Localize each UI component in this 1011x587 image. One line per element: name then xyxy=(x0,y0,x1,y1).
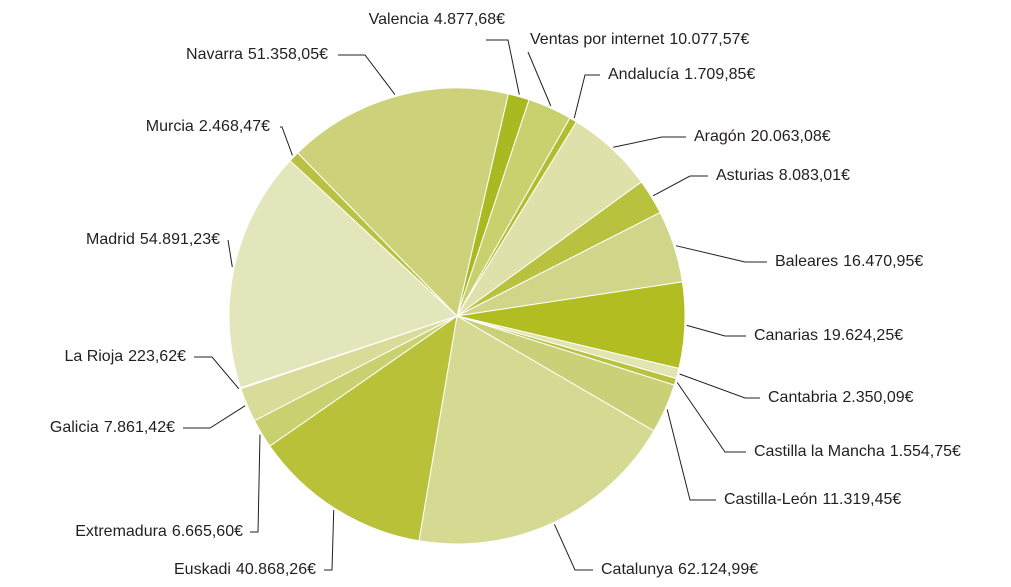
slice-label-value: 4.877,68€ xyxy=(434,11,505,28)
slice-label: Murcia 2.468,47€ xyxy=(146,118,270,135)
slice-label-name: Catalunya xyxy=(601,561,673,578)
pie-slice xyxy=(269,314,458,542)
slice-label-name: Asturias xyxy=(716,167,774,184)
slice-label: La Rioja 223,62€ xyxy=(64,348,186,365)
slice-label: Castilla la Mancha 1.554,75€ xyxy=(754,443,961,460)
slice-label-value: 62.124,99€ xyxy=(678,561,758,578)
slice-label: Cantabria 2.350,09€ xyxy=(768,389,914,406)
slice-label: Valencia 4.877,68€ xyxy=(369,11,505,28)
slice-label-name: Baleares xyxy=(775,253,838,270)
slice-label: Navarra 51.358,05€ xyxy=(186,46,328,63)
slice-label-name: Valencia xyxy=(369,11,429,28)
slice-label-value: 19.624,25€ xyxy=(823,327,903,344)
slice-label: Asturias 8.083,01€ xyxy=(716,167,850,184)
slice-label: Euskadi 40.868,26€ xyxy=(174,561,316,578)
slice-label-value: 51.358,05€ xyxy=(248,46,328,63)
leader-line xyxy=(652,175,708,197)
leader-line xyxy=(573,74,600,119)
slice-label-value: 40.868,26€ xyxy=(236,561,316,578)
slice-label-value: 2.350,09€ xyxy=(842,389,913,406)
slice-label-value: 6.665,60€ xyxy=(172,523,243,540)
leader-line xyxy=(613,136,686,148)
slice-label-value: 16.470,95€ xyxy=(843,253,923,270)
pie-slice xyxy=(297,87,509,318)
leader-line xyxy=(686,324,746,337)
slice-label-name: Andalucía xyxy=(608,66,679,83)
slice-label: Catalunya 62.124,99€ xyxy=(601,561,758,578)
slice-label: Andalucía 1.709,85€ xyxy=(608,66,755,83)
slice-label-name: Murcia xyxy=(146,118,194,135)
leader-line xyxy=(553,524,593,571)
slice-label-value: 2.468,47€ xyxy=(199,118,270,135)
slice-label-name: Extremadura xyxy=(75,523,167,540)
leader-line xyxy=(250,434,261,533)
slice-label-value: 54.891,23€ xyxy=(140,231,220,248)
slice-label: Galicia 7.861,42€ xyxy=(50,419,175,436)
slice-label-value: 7.861,42€ xyxy=(104,419,175,436)
leader-line xyxy=(676,382,746,453)
leader-line xyxy=(486,39,520,95)
slice-label-value: 11.319,45€ xyxy=(822,491,901,508)
slice-label-name: Castilla la Mancha xyxy=(754,443,885,460)
leader-line xyxy=(338,54,396,95)
slice-label-name: Navarra xyxy=(186,46,243,63)
slice-label: Extremadura 6.665,60€ xyxy=(75,523,243,540)
slice-label-value: 8.083,01€ xyxy=(779,167,850,184)
slice-label-value: 20.063,08€ xyxy=(751,128,831,145)
slice-label-name: Aragón xyxy=(694,128,746,145)
slice-label-name: Cantabria xyxy=(768,389,837,406)
slice-label-name: Canarias xyxy=(754,327,818,344)
pie-slice xyxy=(418,315,655,545)
slice-label-name: Galicia xyxy=(50,419,99,436)
leader-line xyxy=(324,510,335,571)
slice-label-name: Castilla-León xyxy=(724,491,817,508)
slice-label: Aragón 20.063,08€ xyxy=(694,128,831,145)
leader-line xyxy=(183,405,246,429)
slice-label-value: 1.554,75€ xyxy=(890,443,961,460)
slice-label: Ventas por internet 10.077,57€ xyxy=(530,31,749,48)
slice-label: Castilla-León 11.319,45€ xyxy=(724,491,901,508)
leader-line xyxy=(675,245,767,263)
slice-label: Madrid 54.891,23€ xyxy=(86,231,220,248)
leader-line xyxy=(280,126,293,156)
leader-line xyxy=(527,51,552,107)
leader-line xyxy=(679,373,760,399)
leader-line xyxy=(666,409,716,501)
slice-label-name: Madrid xyxy=(86,231,135,248)
leader-line xyxy=(194,356,240,390)
slice-label-name: La Rioja xyxy=(64,348,123,365)
slice-label-name: Euskadi xyxy=(174,561,231,578)
pie-slice xyxy=(228,159,458,389)
slice-label: Canarias 19.624,25€ xyxy=(754,327,903,344)
slice-label-name: Ventas por internet xyxy=(530,31,665,48)
slice-label: Baleares 16.470,95€ xyxy=(775,253,923,270)
slice-label-value: 223,62€ xyxy=(128,348,186,365)
slice-label-value: 1.709,85€ xyxy=(684,66,755,83)
leader-line xyxy=(227,239,233,268)
slice-label-value: 10.077,57€ xyxy=(669,31,749,48)
